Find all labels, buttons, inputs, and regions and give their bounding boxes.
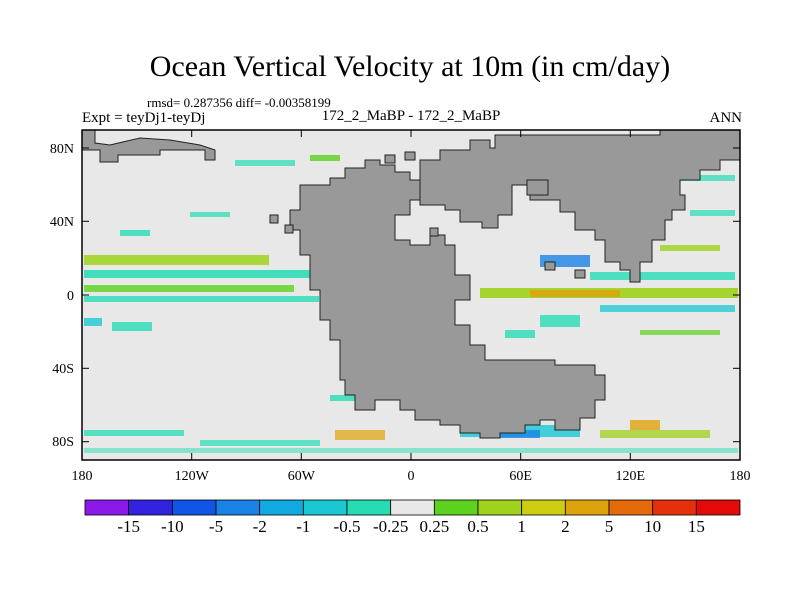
x-tick-label: 120E — [616, 469, 646, 484]
x-tick-label: 60W — [288, 469, 316, 484]
colorbar-swatch — [433, 499, 479, 516]
colorbar-swatch — [171, 499, 217, 516]
band — [690, 210, 735, 216]
land-small-island — [574, 269, 586, 279]
colorbar-label: 0.5 — [467, 517, 488, 536]
colorbar-label: -15 — [117, 517, 140, 536]
x-tick-label: 60E — [509, 469, 532, 484]
colorbar-swatch — [521, 499, 566, 516]
colorbar-swatch — [128, 499, 173, 516]
colorbar-label: -1 — [296, 517, 310, 536]
colorbar-label: -0.5 — [334, 517, 361, 536]
colorbar-label: -10 — [161, 517, 184, 536]
colorbar-label: 2 — [561, 517, 570, 536]
land-island — [526, 179, 549, 196]
band — [120, 230, 150, 236]
band — [335, 430, 385, 440]
y-tick-label: 0 — [67, 289, 74, 304]
x-tick-label: 180 — [730, 469, 751, 484]
colorbar-label: 10 — [644, 517, 661, 536]
band — [640, 330, 720, 335]
land-small-island — [544, 261, 556, 271]
band — [200, 440, 320, 446]
x-tick-labels: 180 120W 60W 0 60E 120E 180 — [72, 469, 751, 484]
land-arctic-left — [81, 129, 216, 163]
band — [190, 212, 230, 217]
land-small-island — [384, 154, 396, 164]
colorbar-label: -2 — [253, 517, 267, 536]
x-tick-label: 120W — [175, 469, 210, 484]
band — [310, 155, 340, 161]
y-tick-label: 80N — [50, 142, 74, 157]
band — [505, 330, 535, 338]
colorbar-swatch — [215, 499, 261, 516]
case-label: 172_2_MaBP - 172_2_MaBP — [321, 108, 501, 124]
band — [540, 315, 580, 327]
colorbar-label: -5 — [209, 517, 223, 536]
band — [84, 285, 294, 292]
colorbar-label: 15 — [688, 517, 705, 536]
map-title: Ocean Vertical Velocity at 10m (in cm/da… — [149, 50, 671, 83]
colorbar-label: 1 — [517, 517, 526, 536]
band — [84, 296, 319, 302]
y-tick-label: 40S — [52, 362, 74, 377]
band — [660, 245, 720, 251]
band — [84, 255, 269, 265]
stats-text: rmsd= 0.287356 diff= -0.00358199 — [147, 95, 331, 110]
x-tick-label: 180 — [72, 469, 93, 484]
colorbar-label: 5 — [605, 517, 614, 536]
colorbar-label: -0.25 — [373, 517, 408, 536]
y-tick-label: 40N — [50, 215, 74, 230]
band — [84, 430, 184, 436]
band — [112, 322, 152, 331]
colorbar-label: 0.25 — [419, 517, 449, 536]
land-asia — [419, 129, 741, 283]
y-tick-label: 80S — [52, 435, 74, 450]
land-small-island — [284, 224, 294, 234]
colorbar-swatch — [564, 499, 610, 516]
y-axis — [82, 147, 740, 443]
colorbar-swatch — [259, 499, 304, 516]
experiment-label: Expt = teyDj1-teyDj — [82, 110, 206, 126]
x-tick-label: 0 — [408, 469, 415, 484]
land-small-island — [269, 214, 279, 224]
colorbar-swatch — [695, 499, 741, 516]
band — [84, 318, 102, 326]
land-small-island — [404, 151, 416, 161]
colorbar-swatch — [346, 499, 392, 516]
band — [84, 270, 324, 278]
colorbar: -15 -10 -5 -2 -1 -0.5 -0.25 0.25 0.5 1 2 5 10 15 — [84, 499, 741, 536]
colorbar-swatch — [608, 499, 654, 516]
band — [630, 420, 660, 430]
band — [530, 290, 620, 297]
band — [600, 430, 710, 438]
band — [590, 272, 735, 280]
colorbar-swatch — [652, 499, 697, 516]
land-masses — [81, 129, 741, 439]
band — [84, 448, 738, 453]
colorbar-swatch — [84, 499, 130, 516]
colorbar-swatch — [477, 499, 523, 516]
band — [235, 160, 295, 166]
season-label: ANN — [709, 110, 743, 126]
y-tick-labels: 80N 40N 0 40S 80S — [50, 142, 74, 450]
x-axis — [81, 130, 741, 460]
band — [500, 430, 540, 438]
band — [600, 305, 735, 312]
land-small-island — [429, 227, 439, 237]
band — [330, 395, 370, 401]
map-panel: 180 120W 60W 0 60E 120E 180 80N 40N 0 40… — [50, 129, 751, 484]
colorbar-swatch — [302, 499, 348, 516]
colorbar-swatch — [390, 499, 435, 516]
